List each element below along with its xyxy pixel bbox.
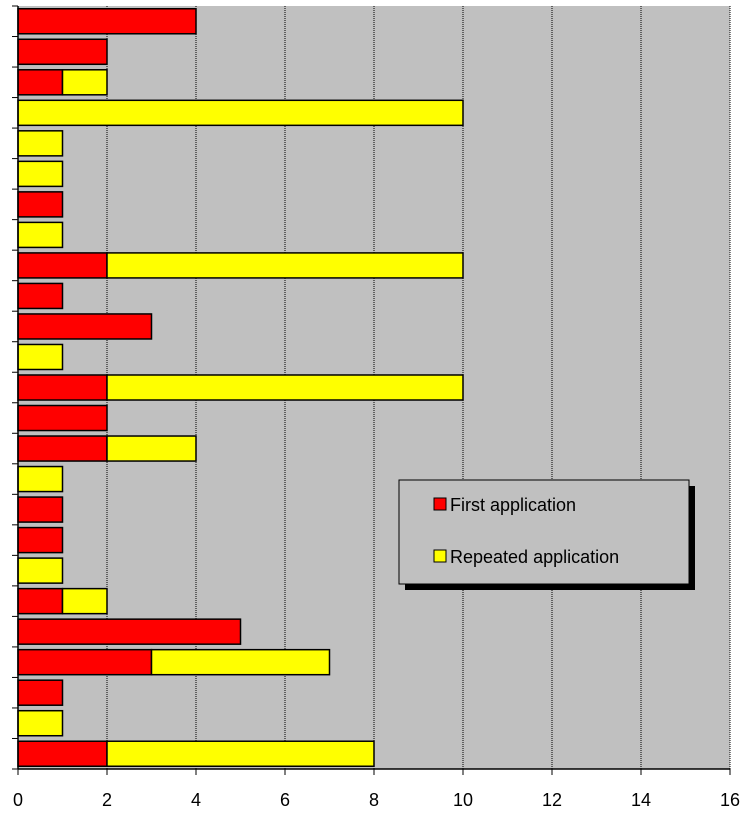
bar-first-application bbox=[17, 374, 108, 401]
legend-label-repeated: Repeated application bbox=[450, 547, 619, 567]
bar-repeated-application bbox=[17, 160, 64, 188]
bar-repeated-application bbox=[17, 99, 464, 127]
bar-repeated-application bbox=[106, 252, 464, 279]
bar-repeated-application bbox=[61, 69, 108, 96]
x-tick-label: 2 bbox=[102, 790, 112, 810]
legend-swatch-repeated bbox=[433, 549, 447, 563]
axes bbox=[12, 5, 731, 775]
bar-first-application bbox=[17, 526, 64, 554]
legend-box bbox=[398, 479, 690, 585]
bar-first-application bbox=[17, 191, 64, 218]
bar-first-application bbox=[17, 38, 108, 66]
bar-first-application bbox=[17, 313, 153, 340]
bar-first-application bbox=[17, 7, 197, 35]
bar-first-application bbox=[17, 496, 64, 523]
bar-first-application bbox=[17, 679, 64, 706]
x-tick-label: 10 bbox=[453, 790, 473, 810]
bar-first-application bbox=[17, 618, 242, 645]
bar-repeated-application bbox=[17, 130, 64, 157]
bars bbox=[17, 7, 464, 768]
bar-repeated-application bbox=[17, 221, 64, 249]
bar-first-application bbox=[17, 404, 108, 432]
bar-first-application bbox=[17, 252, 108, 279]
bar-first-application bbox=[17, 587, 64, 615]
bar-first-application bbox=[17, 648, 153, 676]
x-tick-label: 6 bbox=[280, 790, 290, 810]
bar-first-application bbox=[17, 435, 108, 462]
bar-repeated-application bbox=[17, 709, 64, 737]
x-tick-label: 16 bbox=[720, 790, 740, 810]
legend-swatch-first bbox=[433, 497, 447, 511]
x-tick-label: 12 bbox=[542, 790, 562, 810]
bar-repeated-application bbox=[17, 465, 64, 493]
x-tick-label: 8 bbox=[369, 790, 379, 810]
bar-repeated-application bbox=[150, 648, 331, 676]
bar-first-application bbox=[17, 740, 108, 768]
x-tick-label: 0 bbox=[13, 790, 23, 810]
bar-first-application bbox=[17, 69, 64, 96]
legend-label-first: First application bbox=[450, 495, 576, 515]
bar-repeated-application bbox=[61, 587, 108, 615]
bar-repeated-application bbox=[106, 374, 464, 401]
bar-repeated-application bbox=[106, 435, 197, 462]
bar-first-application bbox=[17, 282, 64, 310]
x-tick-labels: 0 2 4 6 8 10 12 14 16 bbox=[13, 790, 740, 810]
bar-repeated-application bbox=[17, 557, 64, 584]
bar-repeated-application bbox=[17, 343, 64, 371]
legend: First application Repeated application bbox=[398, 479, 695, 590]
x-tick-label: 4 bbox=[191, 790, 201, 810]
bar-repeated-application bbox=[106, 740, 375, 768]
x-tick-label: 14 bbox=[631, 790, 651, 810]
